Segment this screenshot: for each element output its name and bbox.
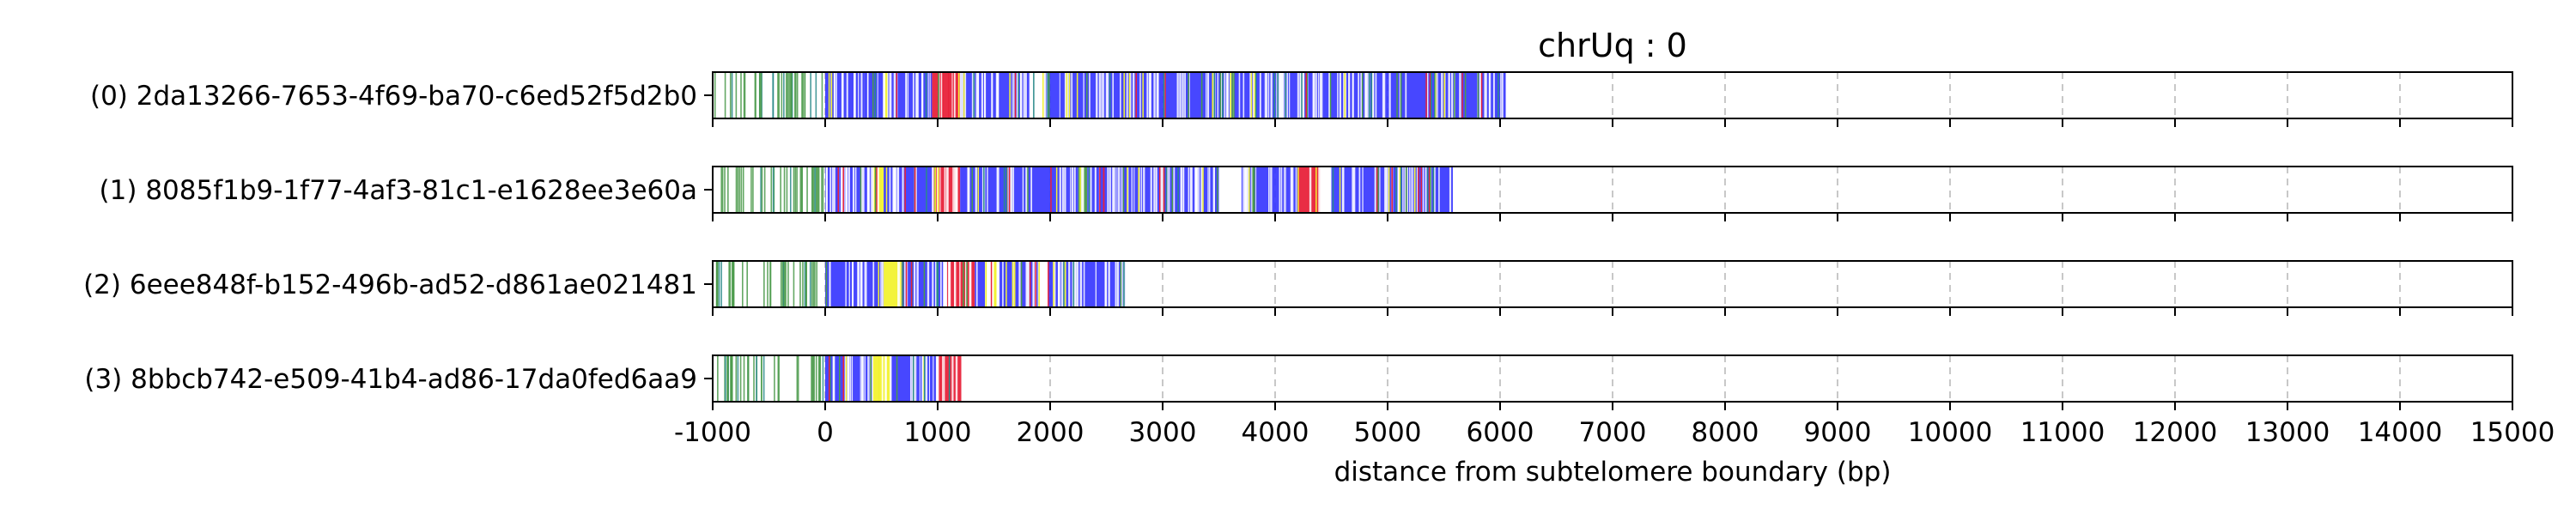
track-0: (0) 2da13266-7653-4f69-ba70-c6ed52f5d2b0: [90, 71, 2513, 127]
x-tick-label: 12000: [2133, 417, 2218, 448]
segment-yellow: [884, 261, 902, 307]
segment-blue: [975, 261, 986, 307]
segment-blue: [825, 261, 884, 307]
segment-red: [932, 72, 961, 118]
x-tick-label: 14000: [2358, 417, 2443, 448]
read-label: (2) 6eee848f-b152-496b-ad52-d861ae021481: [83, 270, 697, 300]
x-axis-label: distance from subtelomere boundary (bp): [1334, 457, 1892, 488]
segment-blue: [960, 167, 1078, 213]
track-3: (3) 8bbcb742-e509-41b4-ad86-17da0fed6aa9: [84, 354, 2513, 410]
tracks: (0) 2da13266-7653-4f69-ba70-c6ed52f5d2b0…: [83, 71, 2513, 410]
x-tick-label: 11000: [2020, 417, 2105, 448]
x-tick-label: 7000: [1579, 417, 1647, 448]
read-label: (0) 2da13266-7653-4f69-ba70-c6ed52f5d2b0: [90, 81, 697, 112]
x-tick-label: 10000: [1908, 417, 1993, 448]
track-1: (1) 8085f1b9-1f77-4af3-81c1-e1628ee3e60a: [100, 166, 2513, 221]
read-label: (1) 8085f1b9-1f77-4af3-81c1-e1628ee3e60a: [100, 175, 697, 206]
x-tick-label: 13000: [2245, 417, 2330, 448]
track-2: (2) 6eee848f-b152-496b-ad52-d861ae021481: [83, 260, 2513, 316]
x-axis: -1000 0 1000 2000 3000 4000 5000 6000 7000 8000 90…: [674, 417, 2555, 448]
segment-blue: [960, 72, 1017, 118]
x-tick-label: -1000: [674, 417, 751, 448]
x-tick-label: 8000: [1692, 417, 1759, 448]
x-tick-label: 4000: [1242, 417, 1309, 448]
x-tick-label: 0: [817, 417, 834, 448]
read-label: (3) 8bbcb742-e509-41b4-ad86-17da0fed6aa9: [84, 364, 697, 395]
x-tick-label: 9000: [1804, 417, 1872, 448]
x-tick-label: 5000: [1354, 417, 1422, 448]
segment-yellow: [884, 72, 889, 118]
segment-blue: [884, 167, 933, 213]
x-tick-label: 6000: [1467, 417, 1534, 448]
chart-title: chrUq : 0: [1538, 27, 1687, 64]
segment-yellow: [872, 355, 890, 402]
segment-blue: [864, 72, 884, 118]
x-tick-label: 3000: [1129, 417, 1197, 448]
segment-blue: [1048, 261, 1126, 307]
x-tick-label: 15000: [2470, 417, 2555, 448]
x-tick-label: 1000: [904, 417, 972, 448]
x-tick-label: 2000: [1017, 417, 1084, 448]
